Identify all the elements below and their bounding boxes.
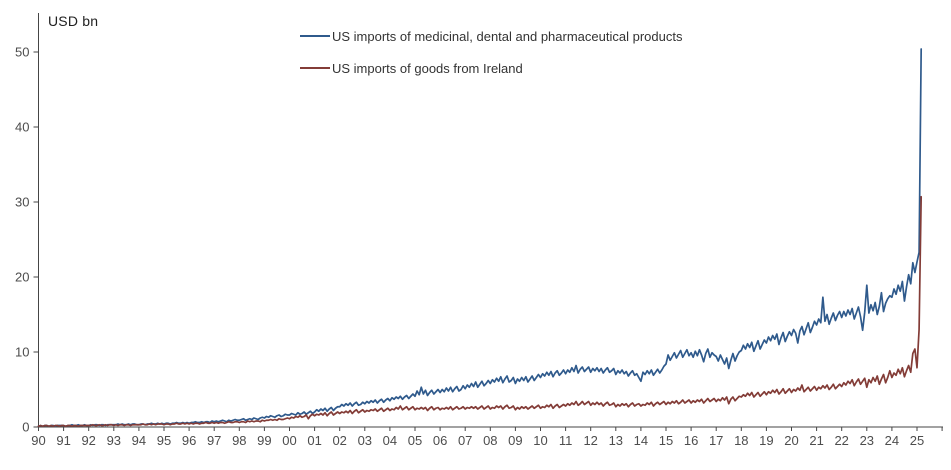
- x-tick-label: 17: [709, 433, 723, 448]
- y-tick-label: 40: [15, 120, 29, 135]
- series-line-ireland: [37, 195, 923, 428]
- x-tick-label: 03: [358, 433, 372, 448]
- x-tick-label: 91: [56, 433, 70, 448]
- x-tick-label: 23: [860, 433, 874, 448]
- x-tick-label: 02: [332, 433, 346, 448]
- legend-label-pharma: US imports of medicinal, dental and phar…: [332, 28, 683, 44]
- x-tick-label: 01: [307, 433, 321, 448]
- legend-label-ireland: US imports of goods from Ireland: [332, 60, 523, 76]
- legend-line-swatch-ireland: [300, 67, 330, 69]
- y-tick-label: 10: [15, 345, 29, 360]
- x-tick-label: 93: [107, 433, 121, 448]
- x-tick-label: 06: [433, 433, 447, 448]
- x-tick-label: 09: [508, 433, 522, 448]
- legend-line-swatch-pharma: [300, 35, 330, 37]
- x-tick-label: 98: [232, 433, 246, 448]
- y-axis-unit-label: USD bn: [48, 13, 99, 29]
- series-line-pharma: [37, 48, 923, 428]
- x-tick-label: 90: [31, 433, 45, 448]
- x-tick-label: 13: [609, 433, 623, 448]
- x-tick-label: 19: [759, 433, 773, 448]
- x-tick-label: 11: [559, 433, 573, 448]
- x-tick-label: 21: [809, 433, 823, 448]
- x-tick-label: 96: [182, 433, 196, 448]
- x-tick-label: 95: [157, 433, 171, 448]
- x-tick-label: 99: [257, 433, 271, 448]
- legend-item-ireland-imports: US imports of goods from Ireland: [300, 52, 682, 84]
- y-tick-label: 0: [22, 420, 29, 435]
- legend: US imports of medicinal, dental and phar…: [300, 20, 682, 84]
- x-tick-label: 05: [408, 433, 422, 448]
- x-tick-label: 12: [583, 433, 597, 448]
- x-tick-label: 25: [910, 433, 924, 448]
- x-tick-label: 92: [81, 433, 95, 448]
- y-tick-label: 30: [15, 195, 29, 210]
- x-tick-label: 20: [784, 433, 798, 448]
- y-tick-label: 50: [15, 45, 29, 60]
- x-tick-label: 94: [132, 433, 146, 448]
- x-tick-label: 08: [483, 433, 497, 448]
- x-tick-label: 10: [533, 433, 547, 448]
- y-tick-label: 20: [15, 270, 29, 285]
- x-tick-label: 00: [282, 433, 296, 448]
- x-tick-label: 04: [383, 433, 397, 448]
- x-tick-label: 07: [458, 433, 472, 448]
- x-tick-label: 15: [659, 433, 673, 448]
- legend-item-pharma-imports: US imports of medicinal, dental and phar…: [300, 20, 682, 52]
- x-tick-label: 18: [734, 433, 748, 448]
- x-tick-label: 14: [634, 433, 648, 448]
- x-tick-label: 16: [684, 433, 698, 448]
- x-tick-label: 22: [834, 433, 848, 448]
- x-tick-label: 24: [885, 433, 899, 448]
- x-tick-label: 97: [207, 433, 221, 448]
